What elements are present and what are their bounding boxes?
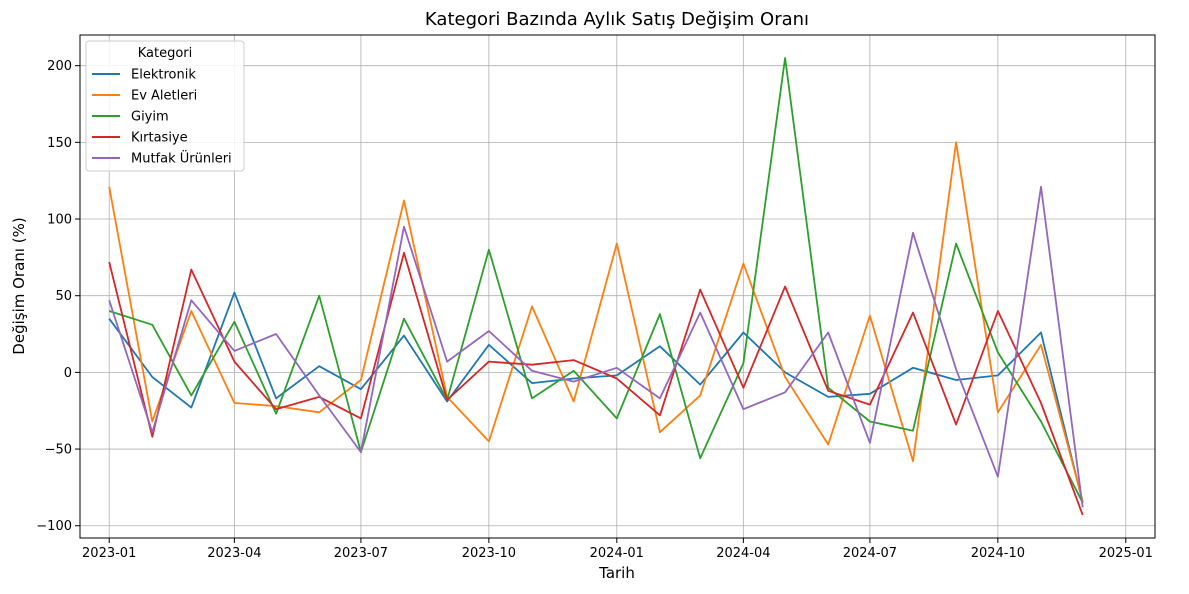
- y-axis-label: Değişim Oranı (%): [10, 217, 28, 354]
- series-line: [108, 185, 1084, 508]
- legend-label: Elektronik: [131, 68, 196, 83]
- x-tick-label: 2024-04: [716, 546, 770, 561]
- series-line: [108, 291, 1084, 503]
- legend-title: Kategori: [138, 46, 193, 61]
- y-tick-label: 0: [64, 366, 72, 381]
- x-tick-label: 2023-01: [82, 546, 136, 561]
- x-axis-label: Tarih: [598, 564, 635, 582]
- y-tick-label: −50: [45, 443, 72, 458]
- legend: Kategori Elektronik Ev Aletleri Giyim Kırta…: [85, 40, 245, 172]
- legend-label: Kırtasiye: [131, 131, 188, 146]
- legend-box: [85, 40, 245, 172]
- grid: [80, 35, 1155, 538]
- y-tick-label: 200: [47, 59, 72, 74]
- x-tick-label: 2024-01: [590, 546, 644, 561]
- y-axis-ticks: −100 −50 0 50 100 150 200: [36, 59, 80, 534]
- y-tick-label: 50: [55, 289, 72, 304]
- x-tick-label: 2025-01: [1099, 546, 1153, 561]
- legend-entries: Elektronik Ev Aletleri Giyim Kırtasiye Mutfa…: [92, 68, 232, 167]
- x-tick-label: 2023-04: [207, 546, 261, 561]
- series-line: [108, 251, 1084, 516]
- plot-area-frame: [79, 34, 1156, 539]
- x-tick-label: 2023-10: [462, 546, 516, 561]
- series-line: [108, 141, 1084, 502]
- chart-title: Kategori Bazında Aylık Satış Değişim Ora…: [425, 9, 809, 30]
- y-tick-label: 100: [47, 213, 72, 228]
- series-lines: [108, 57, 1084, 516]
- legend-label: Giyim: [131, 110, 169, 125]
- y-tick-label: −100: [36, 519, 72, 534]
- x-tick-label: 2024-10: [971, 546, 1025, 561]
- legend-label: Ev Aletleri: [131, 89, 197, 104]
- x-axis-ticks: 2023-01 2023-04 2023-07 2023-10 2024-01 2024-…: [82, 538, 1153, 561]
- legend-label: Mutfak Ürünleri: [131, 150, 232, 167]
- y-tick-label: 150: [47, 136, 72, 151]
- x-tick-label: 2024-07: [843, 546, 897, 561]
- series-line: [108, 57, 1084, 504]
- x-tick-label: 2023-07: [334, 546, 388, 561]
